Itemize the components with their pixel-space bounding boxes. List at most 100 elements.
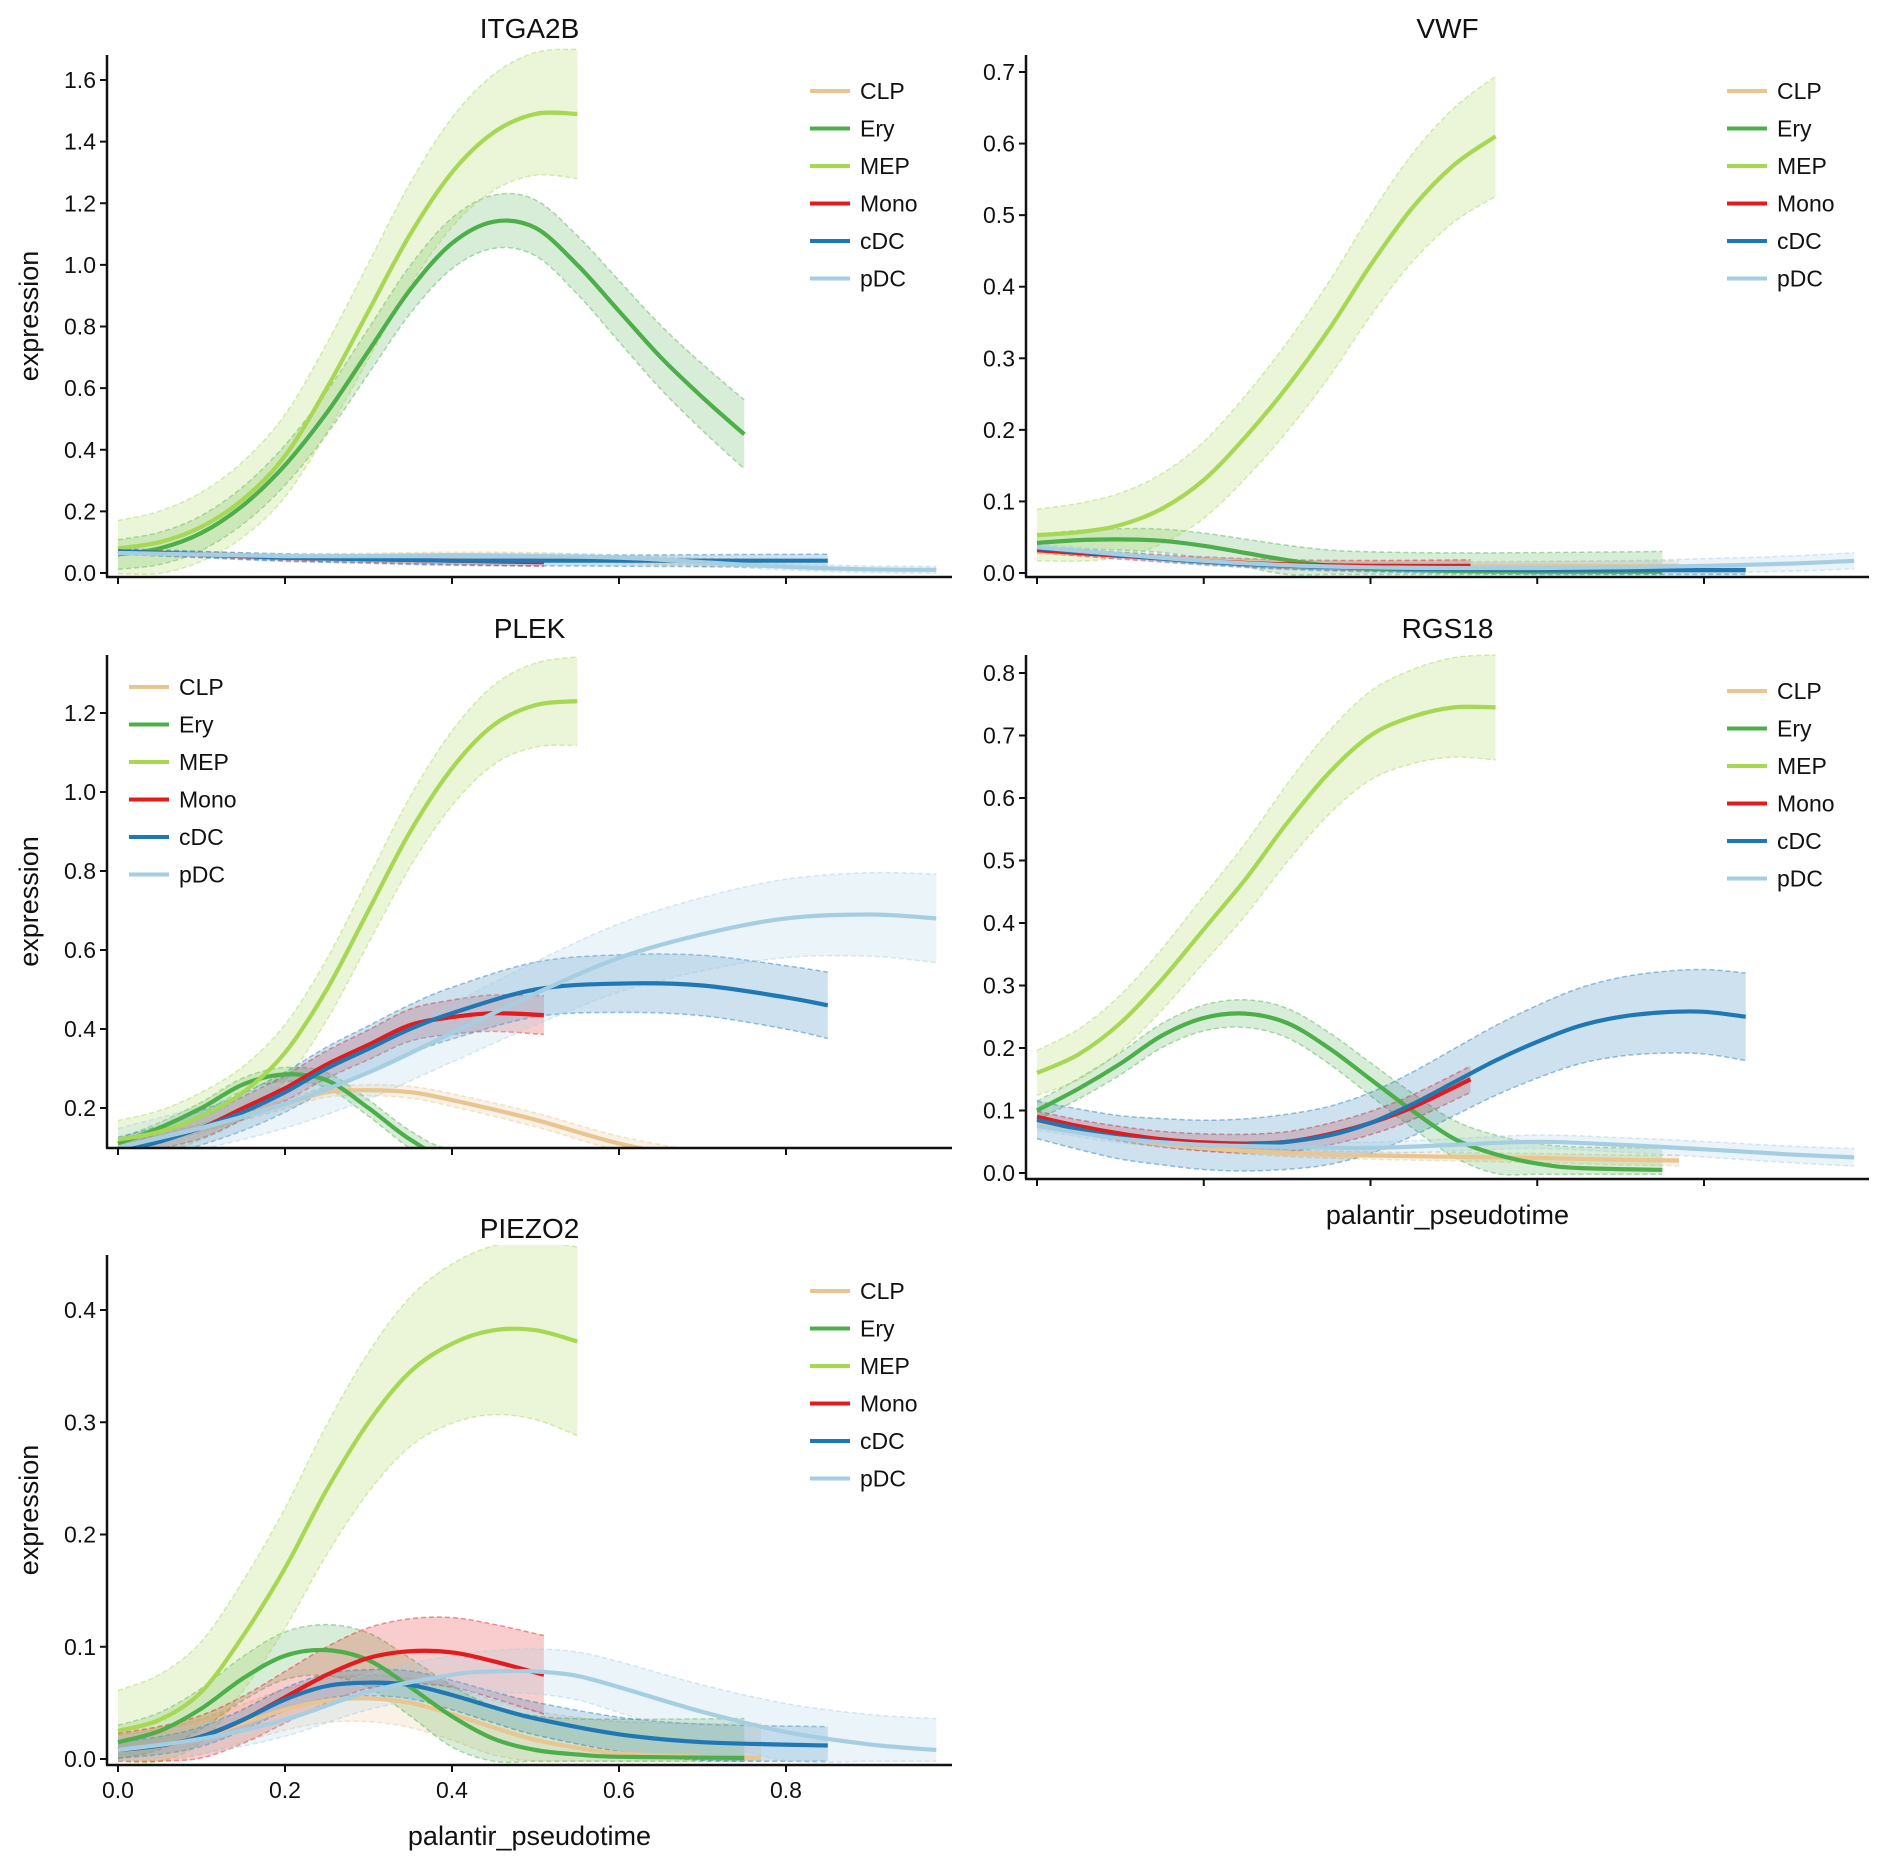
ci-lower-cdc: [117, 553, 828, 568]
y-tick-label: 0.1: [983, 1098, 1015, 1124]
ci-upper-clp: [1036, 548, 1680, 563]
legend-item-pdc: pDC: [810, 266, 906, 292]
legend-item-pdc: pDC: [129, 862, 225, 888]
legend: CLP Ery MEP Mono cDC pDC: [810, 1278, 918, 1492]
ci-upper-cdc: [117, 1668, 828, 1743]
y-tick-label: 0.7: [983, 59, 1015, 85]
ci-band-mono: [1037, 1066, 1471, 1154]
x-axis-label: palantir_pseudotime: [1326, 1200, 1569, 1230]
ci-lower-mep: [175, 744, 578, 1148]
ci-lower-pdc: [1036, 1129, 1855, 1167]
ci-band-clp: [1037, 1120, 1679, 1166]
ci-band-clp: [118, 1675, 761, 1762]
ci-band-mep: [118, 656, 578, 1148]
y-axis-label: expression: [14, 836, 44, 967]
y-tick-label: 0.6: [983, 131, 1015, 157]
legend-item-cdc: cDC: [129, 824, 224, 850]
legend-label: Mono: [860, 191, 918, 217]
series-line-pdc: [117, 912, 937, 1148]
y-tick-label: 1.2: [64, 190, 96, 216]
legend: CLP Ery MEP Mono cDC pDC: [1727, 678, 1835, 892]
legend-label: Ery: [1777, 116, 1812, 142]
y-tick-label: 0.3: [983, 345, 1015, 371]
ci-lower-cdc: [1036, 549, 1746, 576]
legend-item-pdc: pDC: [1727, 866, 1823, 892]
series-line-mep: [1036, 704, 1496, 1075]
legend-label: MEP: [1777, 753, 1827, 779]
ci-lower-ery: [117, 1674, 745, 1764]
ci-band-cdc: [1037, 969, 1746, 1171]
legend-label: pDC: [860, 1466, 906, 1492]
series-line-pdc: [117, 550, 937, 572]
panel-piezo2: PIEZO2 0.0 0.1 0.2 0.3 0.4 0.0 0.2 0.4 0.6 0.8 expr…: [14, 1213, 952, 1851]
legend-item-mono: Mono: [1727, 791, 1835, 817]
legend-label: Mono: [860, 1391, 918, 1417]
legend-item-clp: CLP: [810, 1278, 905, 1304]
legend-item-cdc: cDC: [1727, 828, 1822, 854]
panel-title: PLEK: [494, 613, 566, 644]
legend: CLP Ery MEP Mono cDC pDC: [129, 674, 237, 888]
y-tick-label: 0.6: [64, 375, 96, 401]
legend-label: Mono: [1777, 791, 1835, 817]
ci-band-mep: [118, 49, 578, 575]
y-tick-label: 0.1: [983, 488, 1015, 514]
legend-label: pDC: [860, 266, 906, 292]
legend-item-mep: MEP: [1727, 753, 1827, 779]
legend-item-ery: Ery: [1727, 716, 1812, 742]
y-tick-label: 1.2: [64, 700, 96, 726]
legend-label: CLP: [860, 78, 905, 104]
legend-label: cDC: [1777, 828, 1822, 854]
series-line-mep: [117, 110, 578, 551]
ci-upper-pdc: [117, 871, 937, 1130]
y-tick-label: 0.4: [983, 274, 1015, 300]
plot-area: [117, 1245, 937, 1764]
panel-title: ITGA2B: [480, 13, 580, 44]
panel-vwf: VWF 0.0 0.1 0.2 0.3 0.4 0.5 0.6 0.7 CLP Ery MEP Mono…: [983, 13, 1869, 586]
legend-label: pDC: [1777, 266, 1823, 292]
y-tick-label: 1.4: [64, 129, 96, 155]
ci-upper-ery: [117, 192, 745, 541]
legend-label: CLP: [1777, 78, 1822, 104]
legend-label: Ery: [860, 116, 895, 142]
ci-band-mep: [118, 1245, 578, 1763]
y-tick-label: 1.6: [64, 67, 96, 93]
x-tick-label: 0.4: [436, 1777, 468, 1803]
legend-label: cDC: [1777, 228, 1822, 254]
legend-item-clp: CLP: [810, 78, 905, 104]
ci-upper-mep: [117, 656, 578, 1122]
legend-label: MEP: [179, 749, 229, 775]
ci-upper-ery: [1036, 527, 1663, 554]
y-tick-label: 0.8: [64, 858, 96, 884]
ci-upper-mep: [117, 48, 578, 522]
panel-title: VWF: [1416, 13, 1478, 44]
ci-upper-mep: [1036, 75, 1497, 511]
ci-upper-mono: [1036, 1065, 1471, 1136]
series-line-ery: [117, 218, 746, 557]
ci-upper-ery: [117, 1066, 448, 1148]
legend-item-clp: CLP: [1727, 678, 1822, 704]
y-tick-label: 1.0: [64, 779, 96, 805]
legend-item-cdc: cDC: [1727, 228, 1822, 254]
legend-label: Ery: [860, 1316, 895, 1342]
legend-item-mep: MEP: [129, 749, 229, 775]
legend-item-ery: Ery: [1727, 116, 1812, 142]
ci-lower-pdc: [1036, 549, 1855, 575]
panel-title: PIEZO2: [480, 1213, 580, 1244]
y-tick-label: 0.0: [64, 1746, 96, 1772]
series-line-pdc: [1036, 545, 1855, 571]
y-tick-label: 0.2: [983, 417, 1015, 443]
y-tick-label: 1.0: [64, 252, 96, 278]
legend-label: cDC: [860, 228, 905, 254]
legend-label: CLP: [1777, 678, 1822, 704]
series-line-pdc: [117, 1668, 937, 1753]
y-tick-label: 0.4: [64, 1016, 96, 1042]
legend-item-pdc: pDC: [1727, 266, 1823, 292]
legend: CLP Ery MEP Mono cDC pDC: [810, 78, 918, 292]
ci-upper-pdc: [117, 1648, 937, 1738]
ci-upper-mep: [1036, 654, 1496, 1052]
legend-item-ery: Ery: [810, 116, 895, 142]
ci-upper-clp: [117, 1083, 685, 1148]
y-tick-label: 0.4: [64, 437, 96, 463]
ci-upper-cdc: [117, 547, 828, 557]
